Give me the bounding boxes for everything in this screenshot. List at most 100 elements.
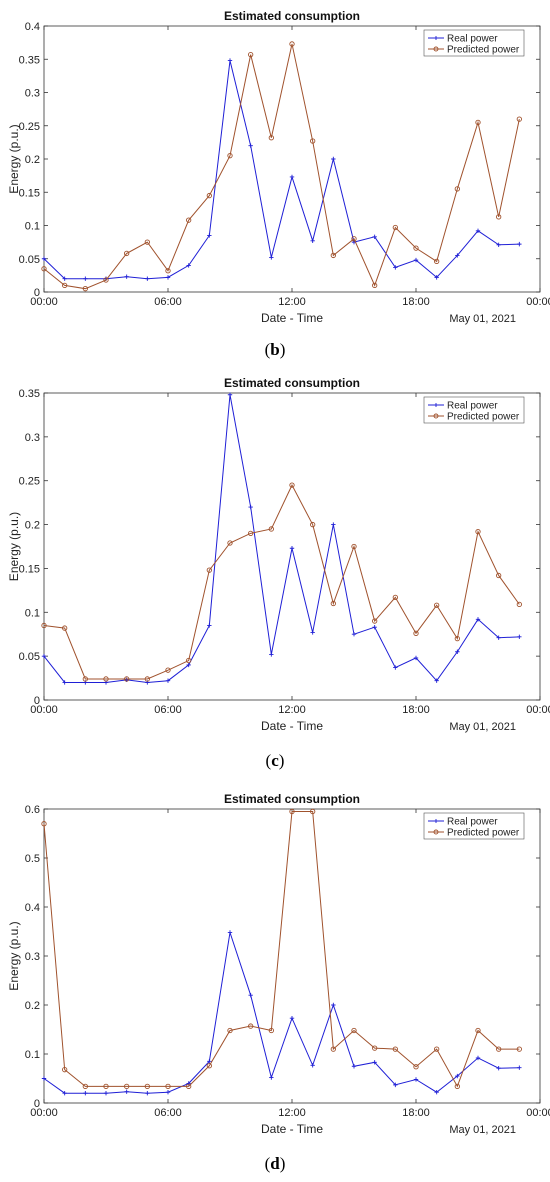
data-point-real-power bbox=[331, 156, 336, 162]
series-line-real-power bbox=[43, 932, 520, 1094]
data-point-real-power bbox=[165, 1090, 171, 1095]
legend-marker bbox=[434, 819, 438, 823]
data-point-predicted-power bbox=[475, 1027, 481, 1034]
legend-label: Real power bbox=[447, 817, 498, 828]
data-point-real-power bbox=[227, 930, 233, 935]
y-tick-label: 0.1 bbox=[25, 607, 40, 619]
data-point-predicted-power bbox=[144, 1083, 150, 1089]
data-point-real-power bbox=[351, 1064, 357, 1069]
data-point-predicted-power bbox=[392, 1046, 398, 1052]
chart-d: Estimated consumption 0 0.1 0.2 0.3 0.4 0.5 0.6… bbox=[7, 792, 550, 1173]
data-point-real-power bbox=[124, 274, 129, 279]
data-point-predicted-power bbox=[475, 528, 481, 535]
data-point-real-power bbox=[269, 1075, 274, 1080]
data-point-predicted-power bbox=[41, 821, 47, 827]
data-point-real-power bbox=[372, 1060, 377, 1065]
data-point-predicted-power bbox=[372, 618, 378, 624]
data-point-real-power bbox=[331, 1002, 336, 1008]
data-point-real-power bbox=[62, 1091, 67, 1096]
data-point-predicted-power bbox=[124, 250, 130, 257]
x-tick-label: 18:00 bbox=[402, 1107, 430, 1119]
data-point-real-power bbox=[289, 1016, 295, 1021]
data-point-real-power bbox=[41, 653, 47, 659]
data-point-predicted-power bbox=[289, 41, 295, 47]
panel-label-c: (c) bbox=[266, 751, 285, 770]
data-point-predicted-power bbox=[516, 1046, 522, 1052]
data-point-predicted-power bbox=[206, 1063, 212, 1069]
data-point-real-power bbox=[165, 678, 171, 683]
data-point-predicted-power bbox=[516, 116, 522, 122]
data-point-predicted-power bbox=[330, 252, 336, 259]
chart-plot-b: Estimated consumption 0 0.05 0.1 0.15 0.2 0.25… bbox=[7, 9, 550, 325]
data-point-real-power bbox=[455, 253, 460, 258]
data-point-real-power bbox=[496, 242, 501, 247]
data-point-real-power bbox=[517, 1065, 522, 1070]
data-point-real-power bbox=[393, 665, 398, 670]
data-point-predicted-power bbox=[496, 1046, 502, 1052]
chart-plot-d: Estimated consumption 0 0.1 0.2 0.3 0.4 0.5 0.6… bbox=[7, 792, 550, 1136]
y-tick-label: 0 bbox=[34, 695, 40, 707]
data-point-predicted-power bbox=[82, 1083, 88, 1089]
data-point-predicted-power bbox=[165, 667, 171, 673]
data-point-predicted-power bbox=[516, 601, 522, 608]
data-point-real-power bbox=[413, 1077, 419, 1082]
data-point-predicted-power bbox=[206, 192, 212, 199]
data-point-real-power bbox=[248, 143, 253, 148]
x-tick-label: 00:00 bbox=[526, 704, 550, 716]
x-tick-label: 00:00 bbox=[30, 704, 58, 716]
data-point-predicted-power bbox=[310, 138, 316, 144]
data-point-predicted-power bbox=[227, 1027, 233, 1034]
legend-marker bbox=[433, 829, 439, 835]
x-tick-label: 18:00 bbox=[402, 296, 430, 308]
legend-box bbox=[423, 29, 525, 57]
data-point-predicted-power bbox=[454, 1083, 460, 1089]
y-tick-label: 0.05 bbox=[19, 651, 40, 663]
data-point-real-power bbox=[455, 649, 460, 654]
x-tick-label: 06:00 bbox=[154, 704, 182, 716]
data-point-predicted-power bbox=[124, 676, 130, 682]
data-point-predicted-power bbox=[186, 217, 192, 223]
data-point-real-power bbox=[207, 1059, 212, 1064]
data-point-real-power bbox=[186, 263, 191, 268]
date-label: May 01, 2021 bbox=[449, 313, 516, 325]
chart-b: Estimated consumption 0 0.05 0.1 0.15 0.2 0.25… bbox=[7, 9, 550, 359]
data-point-predicted-power bbox=[330, 1046, 336, 1052]
data-point-real-power bbox=[41, 256, 47, 261]
legend-marker bbox=[434, 36, 438, 40]
legend-marker bbox=[434, 403, 438, 407]
series-line-predicted-power bbox=[43, 43, 520, 290]
data-point-real-power bbox=[207, 623, 212, 628]
data-point-predicted-power bbox=[496, 572, 502, 579]
chart-panel-d: Estimated consumption 0 0.1 0.2 0.3 0.4 0.5 0.6… bbox=[0, 785, 550, 1182]
data-point-predicted-power bbox=[103, 1083, 109, 1089]
legend-label: Predicted power bbox=[447, 45, 520, 56]
data-point-real-power bbox=[475, 1055, 481, 1061]
plot-frame bbox=[43, 25, 541, 293]
x-tick-label: 12:00 bbox=[278, 296, 306, 308]
x-tick-label: 00:00 bbox=[30, 1107, 58, 1119]
data-point-predicted-power bbox=[413, 630, 419, 636]
data-point-predicted-power bbox=[82, 286, 88, 292]
data-point-real-power bbox=[248, 504, 253, 510]
chart-plot-c: Estimated consumption 0 0.05 0.1 0.15 0.2 0.25… bbox=[7, 376, 550, 733]
data-point-real-power bbox=[248, 993, 253, 998]
data-point-predicted-power bbox=[268, 1027, 274, 1034]
y-tick-label: 0.4 bbox=[25, 21, 40, 33]
chart-panel-b: Estimated consumption 0 0.05 0.1 0.15 0.2 0.25… bbox=[0, 0, 550, 360]
y-axis-label: Energy (p.u.) bbox=[7, 921, 21, 990]
y-tick-label: 0.2 bbox=[25, 1000, 40, 1012]
x-tick-label: 12:00 bbox=[278, 704, 306, 716]
data-point-predicted-power bbox=[186, 1083, 192, 1089]
data-point-predicted-power bbox=[268, 526, 274, 532]
data-point-predicted-power bbox=[434, 602, 440, 608]
data-point-predicted-power bbox=[496, 214, 502, 220]
legend-label: Predicted power bbox=[447, 828, 520, 839]
data-point-real-power bbox=[475, 617, 481, 622]
y-tick-label: 0.05 bbox=[19, 254, 40, 266]
y-tick-label: 0.6 bbox=[25, 804, 40, 816]
data-point-real-power bbox=[207, 233, 212, 238]
data-point-real-power bbox=[186, 662, 191, 668]
y-axis-label: Energy (p.u.) bbox=[7, 512, 21, 581]
data-point-predicted-power bbox=[289, 482, 295, 488]
data-point-predicted-power bbox=[454, 186, 460, 192]
